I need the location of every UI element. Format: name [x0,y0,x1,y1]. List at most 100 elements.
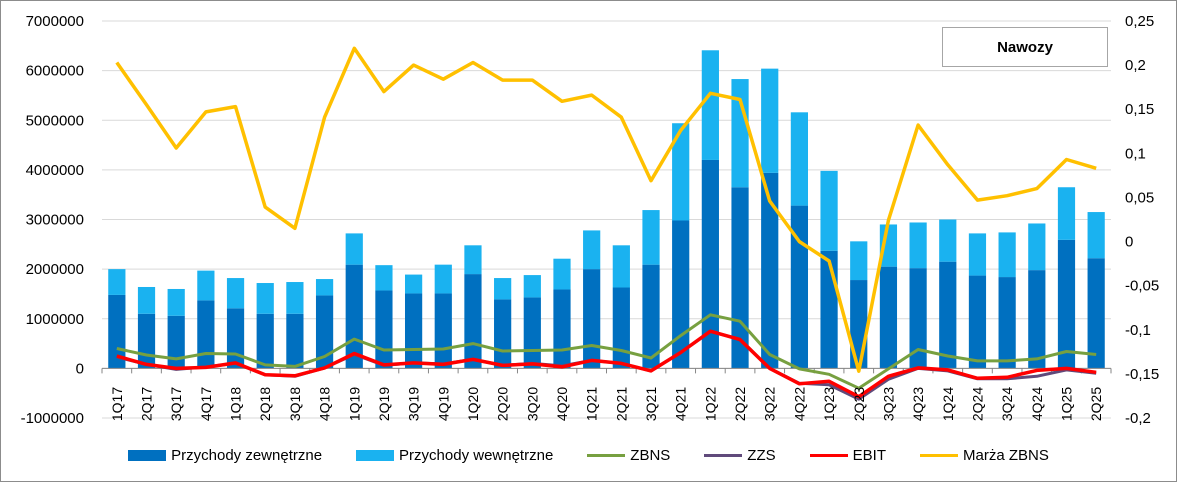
x-tick-label: 2Q24 [969,387,985,421]
x-tick-label: 2Q25 [1088,387,1104,421]
x-tick-label: 4Q22 [791,387,807,421]
x-tick-label: 1Q20 [465,387,481,421]
x-tick-label: 1Q22 [702,387,718,421]
x-tick-label: 4Q19 [435,387,451,421]
x-tick-label: 4Q24 [1029,387,1045,421]
bar-przychody-zewnetrzne [790,205,809,369]
bar-przychody-zewnetrzne [612,287,630,369]
y-right-tick-label: 0 [1125,234,1133,251]
x-tick-label: 4Q17 [198,387,214,421]
bar-przychody-wewnetrzne [642,210,660,265]
bar-przychody-zewnetrzne [553,289,571,369]
bar-przychody-zewnetrzne [404,293,423,369]
bar-przychody-wewnetrzne [672,123,690,221]
x-tick-label: 3Q23 [880,387,896,421]
legend-label: Marża ZBNS [962,446,1049,464]
y-right-tick-label: 0,2 [1125,57,1146,74]
bar-przychody-wewnetrzne [286,282,304,314]
bar-przychody-wewnetrzne [790,112,809,206]
bar-przychody-wewnetrzne [523,275,541,298]
x-tick-label: 1Q24 [940,387,956,421]
x-tick-label: 2Q23 [851,387,867,421]
x-tick-label: 1Q19 [346,387,362,421]
legend-label: Przychody zewnętrzne [171,446,323,464]
x-tick-label: 3Q20 [524,387,540,421]
legend-entry-przychody-zewnetrzne: Przychody zewnętrzne [128,447,322,464]
left-axis-ticks: -1000000 0 1000000 2000000 3000000 4000000 500… [21,13,84,427]
x-tick-label: 3Q24 [999,387,1015,421]
bar-przychody-zewnetrzne [494,299,512,369]
bar-przychody-zewnetrzne [375,290,393,369]
bar-przychody-wewnetrzne [197,270,215,301]
bar-przychody-wewnetrzne [998,232,1016,278]
right-axis-ticks: -0,2 -0,15 -0,1 -0,05 0 0,05 0,1 0,15 0,2 0,25 [1125,13,1159,427]
bar-przychody-wewnetrzne [701,50,719,160]
y-right-tick-label: 0,05 [1125,189,1154,206]
bar-przychody-wewnetrzne [375,265,393,291]
y-left-tick-label: 3000000 [26,212,84,229]
bar-przychody-zewnetrzne [434,293,452,369]
bar-przychody-wewnetrzne [583,230,601,270]
bar-przychody-wewnetrzne [553,258,571,290]
bar-przychody-wewnetrzne [464,245,482,275]
x-tick-label: 1Q23 [821,387,837,421]
bar-przychody-zewnetrzne [998,277,1016,369]
bar-przychody-zewnetrzne [731,187,749,369]
bar-przychody-zewnetrzne [583,269,601,369]
x-tick-label: 4Q18 [317,387,333,421]
legend-swatch [919,453,958,457]
x-tick-label: 2Q17 [139,387,155,421]
legend-swatch [809,453,848,457]
bar-przychody-wewnetrzne [226,278,245,309]
x-axis-ticks: 1Q17 2Q17 3Q17 4Q17 1Q18 2Q18 3Q18 4Q18 1Q19 2Q19… [109,387,1104,421]
bar-przychody-wewnetrzne [404,274,423,294]
legend-label: ZBNS [630,446,671,464]
bar-przychody-wewnetrzne [909,222,927,269]
bar-przychody-wewnetrzne [256,283,274,314]
bar-przychody-wewnetrzne [137,286,156,314]
bar-przychody-wewnetrzne [345,233,363,265]
bar-przychody-zewnetrzne [1087,258,1105,369]
x-tick-label: 1Q21 [584,387,600,421]
bar-przychody-zewnetrzne [137,313,156,369]
y-left-tick-label: 7000000 [26,13,84,30]
bar-przychody-wewnetrzne [612,245,630,288]
legend-label: Przychody wewnętrzne [399,446,554,464]
x-tick-label: 3Q17 [168,387,184,421]
bar-przychody-zewnetrzne [523,297,541,369]
x-tick-label: 3Q19 [406,387,422,421]
bar-przychody-wewnetrzne [731,79,749,188]
x-tick-label: 2Q22 [732,387,748,421]
bar-przychody-wewnetrzne [1028,223,1046,271]
bar-przychody-zewnetrzne [464,274,482,369]
legend-entry-zbns: ZBNS [587,447,670,464]
y-left-tick-label: 2000000 [26,261,84,278]
legend: Przychody zewnętrzne Przychody wewnętrzn… [1,443,1176,467]
bar-przychody-wewnetrzne [1087,212,1105,259]
bar-przychody-zewnetrzne [968,275,987,369]
bar-przychody-zewnetrzne [879,266,898,369]
bar-przychody-wewnetrzne [108,269,126,295]
bar-przychody-wewnetrzne [434,264,452,294]
x-tick-label: 2Q20 [495,387,511,421]
bar-przychody-zewnetrzne [909,268,927,369]
bar-przychody-wewnetrzne [315,279,334,296]
line-marza-zbns [115,46,1097,373]
bar-przychody-zewnetrzne [1028,270,1046,369]
y-left-tick-label: -1000000 [21,410,84,427]
bars-layer [108,50,1105,369]
bar-przychody-zewnetrzne [820,250,838,369]
bar-przychody-zewnetrzne [939,261,957,369]
legend-swatch [356,449,395,461]
bar-przychody-wewnetrzne [761,68,779,173]
y-right-tick-label: 0,1 [1125,145,1146,162]
bar-przychody-wewnetrzne [494,278,512,300]
bar-przychody-wewnetrzne [968,233,987,276]
bar-przychody-zewnetrzne [197,300,215,369]
x-tick-label: 3Q18 [287,387,303,421]
bar-przychody-zewnetrzne [1057,239,1076,369]
bar-przychody-zewnetrzne [286,313,304,369]
bar-przychody-zewnetrzne [315,295,334,369]
legend-label: ZZS [747,446,776,464]
